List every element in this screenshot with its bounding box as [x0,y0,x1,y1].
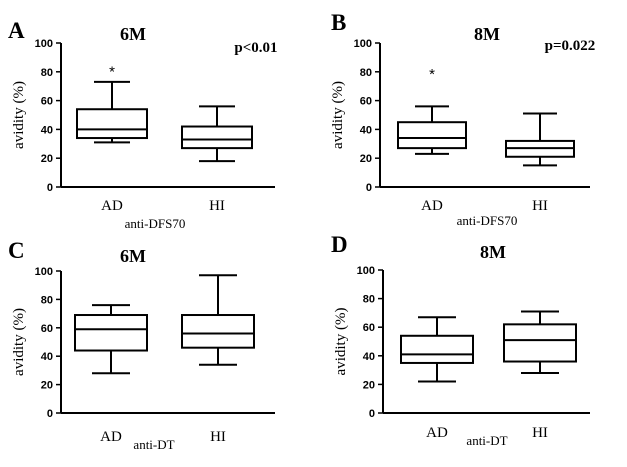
significance-marker: * [109,63,115,80]
significance-marker: * [429,66,435,83]
box-HI [505,112,575,167]
box-iqr [400,334,474,364]
x-axis-label: anti-DT [466,433,507,448]
box-iqr [76,108,148,140]
y-tick-label: 0 [369,408,375,420]
box-iqr [181,125,253,150]
x-category-label: AD [421,198,443,214]
panel-title: 6M [120,246,146,266]
x-category-label: HI [210,429,226,445]
panel-C: C 6M 0 20 40 60 80 100 avidity (%) AD HI anti-DT [8,238,275,452]
y-axis-label: avidity (%) [11,81,27,149]
panel-label: B [331,10,346,35]
box-HI [181,105,253,163]
y-tick-label: 60 [363,322,375,334]
y-tick-label: 100 [357,265,375,277]
x-category-label: AD [100,429,122,445]
box-AD [400,316,474,383]
x-category-label: HI [532,198,548,214]
y-tick-label: 40 [41,124,53,136]
x-category-label: AD [426,425,448,441]
x-category-label: AD [101,198,123,214]
box-AD [397,105,467,155]
y-tick-label: 100 [354,38,372,50]
box-iqr [181,314,255,349]
y-tick-label: 0 [47,182,53,194]
y-axis-label: avidity (%) [330,81,346,149]
y-tick-label: 100 [35,38,53,50]
box-AD [74,304,148,375]
box-iqr [503,323,577,363]
y-tick-label: 80 [41,67,53,79]
y-tick-label: 20 [363,379,375,391]
box-AD [76,80,148,144]
y-axis-label: avidity (%) [11,308,27,376]
panel-title: 8M [474,24,500,44]
panel-label: A [8,18,25,43]
box-HI [503,310,577,374]
y-tick-label: 20 [360,153,372,165]
y-tick-label: 20 [41,153,53,165]
y-tick-label: 100 [35,266,53,278]
panel-D: D 8M 0 20 40 60 80 100 avidity (%) AD HI anti-DT [331,232,590,448]
panel-label: C [8,238,25,263]
box-iqr [74,314,148,352]
box-iqr [397,121,467,150]
x-axis-label: anti-DFS70 [125,216,186,231]
y-tick-label: 0 [47,408,53,420]
y-tick-label: 40 [41,351,53,363]
box-HI [181,274,255,366]
panel-label: D [331,232,348,257]
y-tick-label: 60 [41,323,53,335]
y-axis-label: avidity (%) [333,308,349,376]
y-tick-label: 40 [360,124,372,136]
panel-B: B 8M p=0.022 0 20 40 60 80 100 avidity (%) AD HI * an… [330,10,595,228]
x-category-label: HI [532,425,548,441]
panel-title: 8M [480,242,506,262]
p-value: p<0.01 [234,40,277,56]
panel-title: 6M [120,24,146,44]
panel-A: A 6M p<0.01 0 20 40 60 80 100 avidity (%) AD HI * ant… [8,18,278,231]
x-category-label: HI [209,198,225,214]
y-tick-label: 60 [41,96,53,108]
y-tick-label: 80 [363,294,375,306]
x-axis-label: anti-DFS70 [457,213,518,228]
x-axis-label: anti-DT [133,437,174,452]
y-tick-label: 60 [360,96,372,108]
y-tick-label: 20 [41,380,53,392]
y-tick-label: 80 [360,67,372,79]
p-value: p=0.022 [545,38,596,54]
y-tick-label: 80 [41,294,53,306]
y-tick-label: 40 [363,351,375,363]
y-tick-label: 0 [366,182,372,194]
